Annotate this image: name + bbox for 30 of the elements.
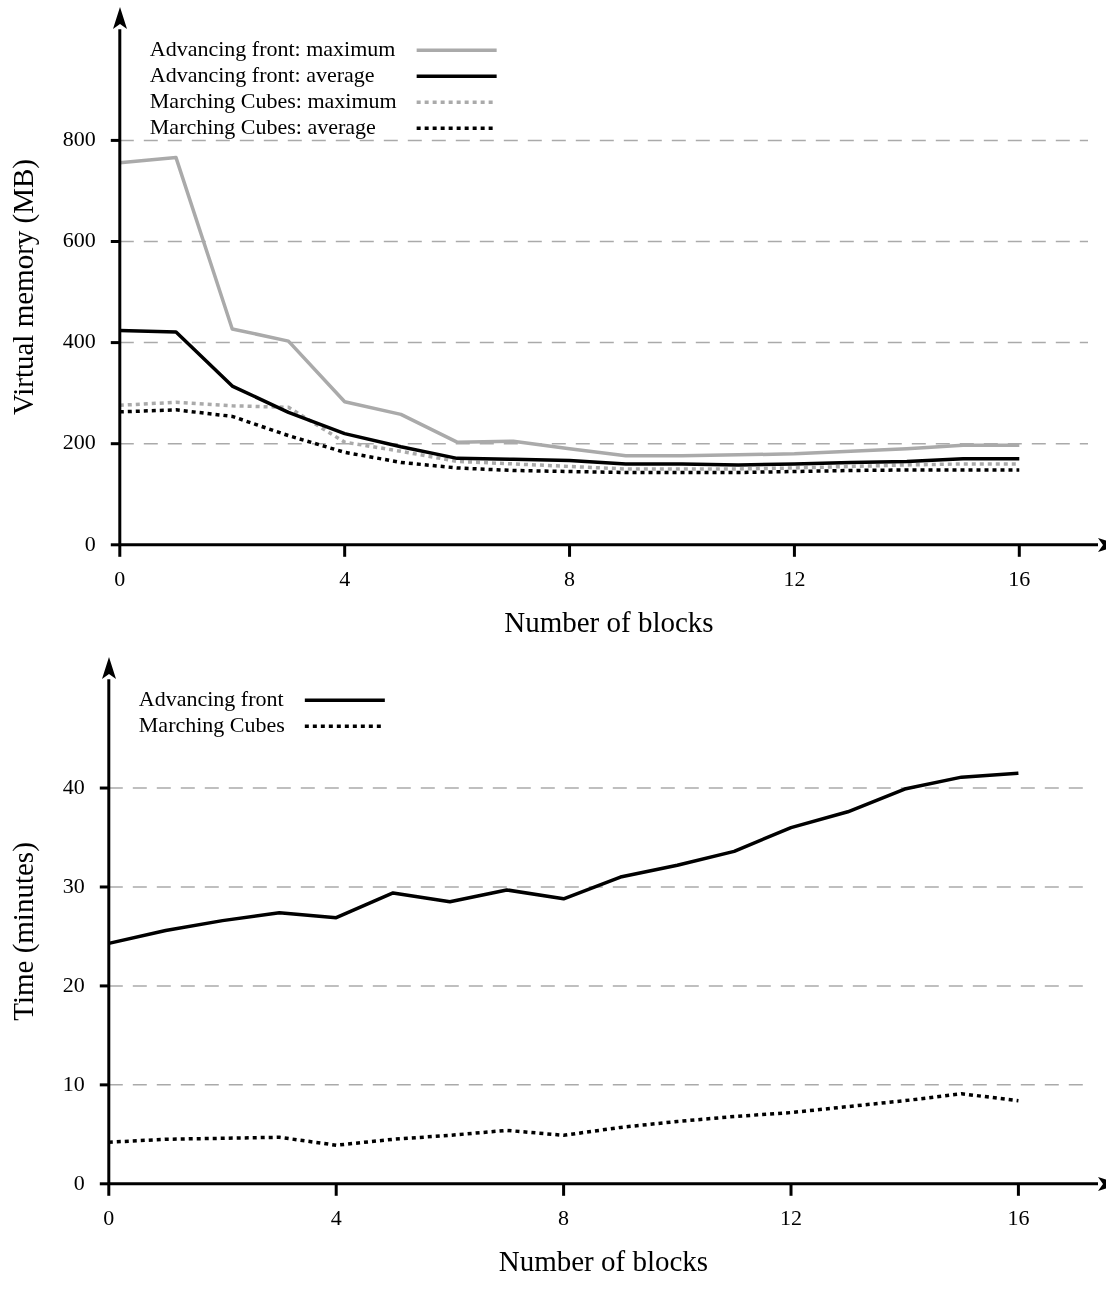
x-tick-label: 8 <box>558 1204 570 1230</box>
x-tick-label: 12 <box>783 565 806 591</box>
y-tick-label: 600 <box>62 227 96 253</box>
x-tick-label: 12 <box>780 1204 803 1230</box>
y-tick-label: 40 <box>62 773 85 799</box>
legend-label: Marching Cubes: maximum <box>149 87 397 113</box>
y-tick-label: 20 <box>62 971 85 997</box>
y-tick-label: 0 <box>73 1169 85 1195</box>
y-tick-label: 200 <box>62 429 96 455</box>
x-tick-label: 16 <box>1007 1204 1030 1230</box>
y-tick-label: 0 <box>84 530 96 556</box>
x-tick-label: 8 <box>564 565 576 591</box>
legend-label: Marching Cubes: average <box>149 113 376 139</box>
x-tick-label: 4 <box>330 1204 342 1230</box>
legend-label: Advancing front: average <box>149 61 375 87</box>
x-tick-label: 0 <box>103 1204 115 1230</box>
legend-label: Advancing front <box>138 685 284 711</box>
y-axis-title: Time (minutes) <box>7 842 41 1021</box>
x-tick-label: 16 <box>1008 565 1031 591</box>
x-axis-title: Number of blocks <box>498 1245 709 1278</box>
x-tick-label: 4 <box>339 565 351 591</box>
legend-label: Advancing front: maximum <box>149 35 396 61</box>
y-tick-label: 800 <box>62 126 96 152</box>
y-tick-label: 30 <box>62 872 85 898</box>
x-axis-title: Number of blocks <box>504 606 714 639</box>
y-axis-title: Virtual memory (MB) <box>7 159 41 415</box>
legend-label: Marching Cubes <box>138 711 285 737</box>
y-tick-label: 10 <box>62 1070 85 1096</box>
x-tick-label: 0 <box>114 565 126 591</box>
y-tick-label: 400 <box>62 328 96 354</box>
